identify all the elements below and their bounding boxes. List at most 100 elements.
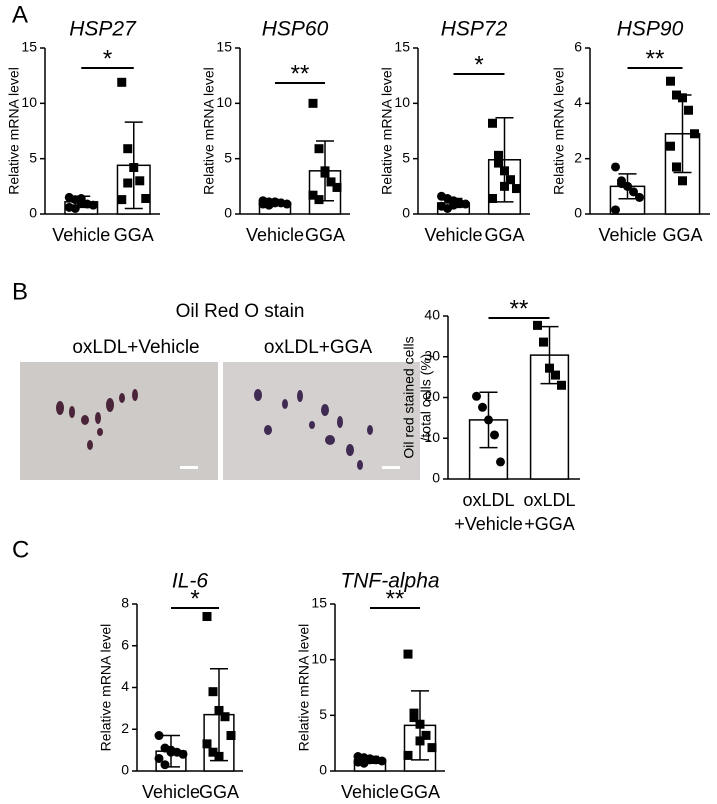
chart-title: IL-6 <box>172 570 209 593</box>
data-point <box>403 649 413 659</box>
data-point <box>496 457 505 467</box>
data-point <box>678 93 687 103</box>
data-point <box>494 150 503 160</box>
chart-title: TNF-alpha <box>340 570 439 593</box>
data-point <box>123 178 133 188</box>
x-tick-label: GGA <box>400 782 440 802</box>
y-tick-label: 40 <box>424 307 440 323</box>
x-tick-label: GGA <box>114 225 154 245</box>
data-point <box>611 205 620 215</box>
image-label: oxLDL+Vehicle <box>72 337 199 358</box>
data-point <box>545 363 554 373</box>
data-point <box>672 90 681 100</box>
y-axis-label: /total cells (%) <box>418 354 434 442</box>
data-point <box>557 380 566 390</box>
data-point <box>494 158 503 168</box>
data-point <box>684 105 693 115</box>
y-tick-label: 15 <box>394 39 410 55</box>
data-point <box>88 200 98 210</box>
x-tick-label: +Vehicle <box>454 514 523 534</box>
y-axis-label: Relative mRNA level <box>551 67 567 195</box>
significance: * <box>103 45 112 72</box>
data-point <box>202 739 212 749</box>
data-point <box>635 192 644 202</box>
y-tick-label: 10 <box>311 650 327 666</box>
y-tick-label: 10 <box>424 429 440 445</box>
y-axis-label: Relative mRNA level <box>6 67 22 195</box>
y-tick-label: 2 <box>121 720 129 736</box>
panel-label: C <box>12 536 29 563</box>
y-tick-label: 10 <box>216 94 232 110</box>
y-tick-label: 8 <box>121 595 129 611</box>
x-tick-label: Vehicle <box>341 782 399 802</box>
x-tick-label: GGA <box>305 225 345 245</box>
data-point <box>623 181 632 191</box>
data-point <box>551 370 560 380</box>
data-point <box>308 190 318 200</box>
significance: ** <box>291 60 310 87</box>
x-tick-label: +GGA <box>524 514 575 534</box>
micrograph <box>223 362 420 480</box>
data-point <box>208 747 218 757</box>
data-point <box>506 175 515 185</box>
data-point <box>500 166 509 176</box>
data-point <box>666 141 675 151</box>
y-tick-label: 5 <box>402 149 410 165</box>
chart-title: HSP60 <box>262 18 329 41</box>
data-point <box>427 743 437 753</box>
data-point <box>314 195 324 205</box>
x-tick-label: Vehicle <box>598 225 656 245</box>
data-point <box>539 337 548 347</box>
y-axis-label: Relative mRNA level <box>201 67 217 195</box>
data-point <box>70 203 80 213</box>
data-point <box>220 712 230 722</box>
y-tick-label: 0 <box>402 205 410 221</box>
chart-title: HSP27 <box>69 18 137 41</box>
error-bar <box>540 325 559 385</box>
significance: ** <box>510 295 529 322</box>
data-point <box>409 708 419 718</box>
y-tick-label: 10 <box>394 94 410 110</box>
data-point <box>421 730 431 740</box>
data-point <box>226 731 236 741</box>
x-tick-label: GGA <box>484 225 524 245</box>
data-point <box>282 199 292 209</box>
y-tick-label: 0 <box>319 762 327 778</box>
data-point <box>488 118 497 128</box>
x-tick-label: oxLDL <box>462 490 514 510</box>
image-title: Oil Red O stain <box>176 301 305 322</box>
y-tick-label: 5 <box>224 149 232 165</box>
data-point <box>472 391 481 401</box>
data-point <box>117 77 127 87</box>
data-point <box>629 187 638 197</box>
data-point <box>500 181 509 191</box>
y-tick-label: 0 <box>432 470 440 486</box>
significance: * <box>474 51 483 78</box>
image-label: oxLDL+GGA <box>264 337 373 358</box>
significance: * <box>190 585 199 612</box>
data-point <box>415 736 425 746</box>
y-axis-label: Oil red stained cells <box>401 336 417 458</box>
data-point <box>365 755 375 765</box>
data-point <box>484 415 493 425</box>
data-point <box>166 747 176 757</box>
data-point <box>76 194 86 204</box>
data-point <box>314 144 324 154</box>
data-point <box>332 182 342 192</box>
y-tick-label: 2 <box>574 149 582 165</box>
y-tick-label: 6 <box>121 636 129 652</box>
y-tick-label: 4 <box>574 94 582 110</box>
data-point <box>490 430 499 440</box>
data-point <box>611 162 620 172</box>
data-point <box>377 756 387 766</box>
data-point <box>141 194 151 204</box>
data-point <box>403 750 413 760</box>
data-point <box>214 705 224 715</box>
y-tick-label: 5 <box>319 706 327 722</box>
y-axis-label: Relative mRNA level <box>296 624 312 752</box>
data-point <box>202 612 212 622</box>
data-point <box>135 176 145 186</box>
data-point <box>308 98 318 108</box>
significance: ** <box>646 45 665 72</box>
